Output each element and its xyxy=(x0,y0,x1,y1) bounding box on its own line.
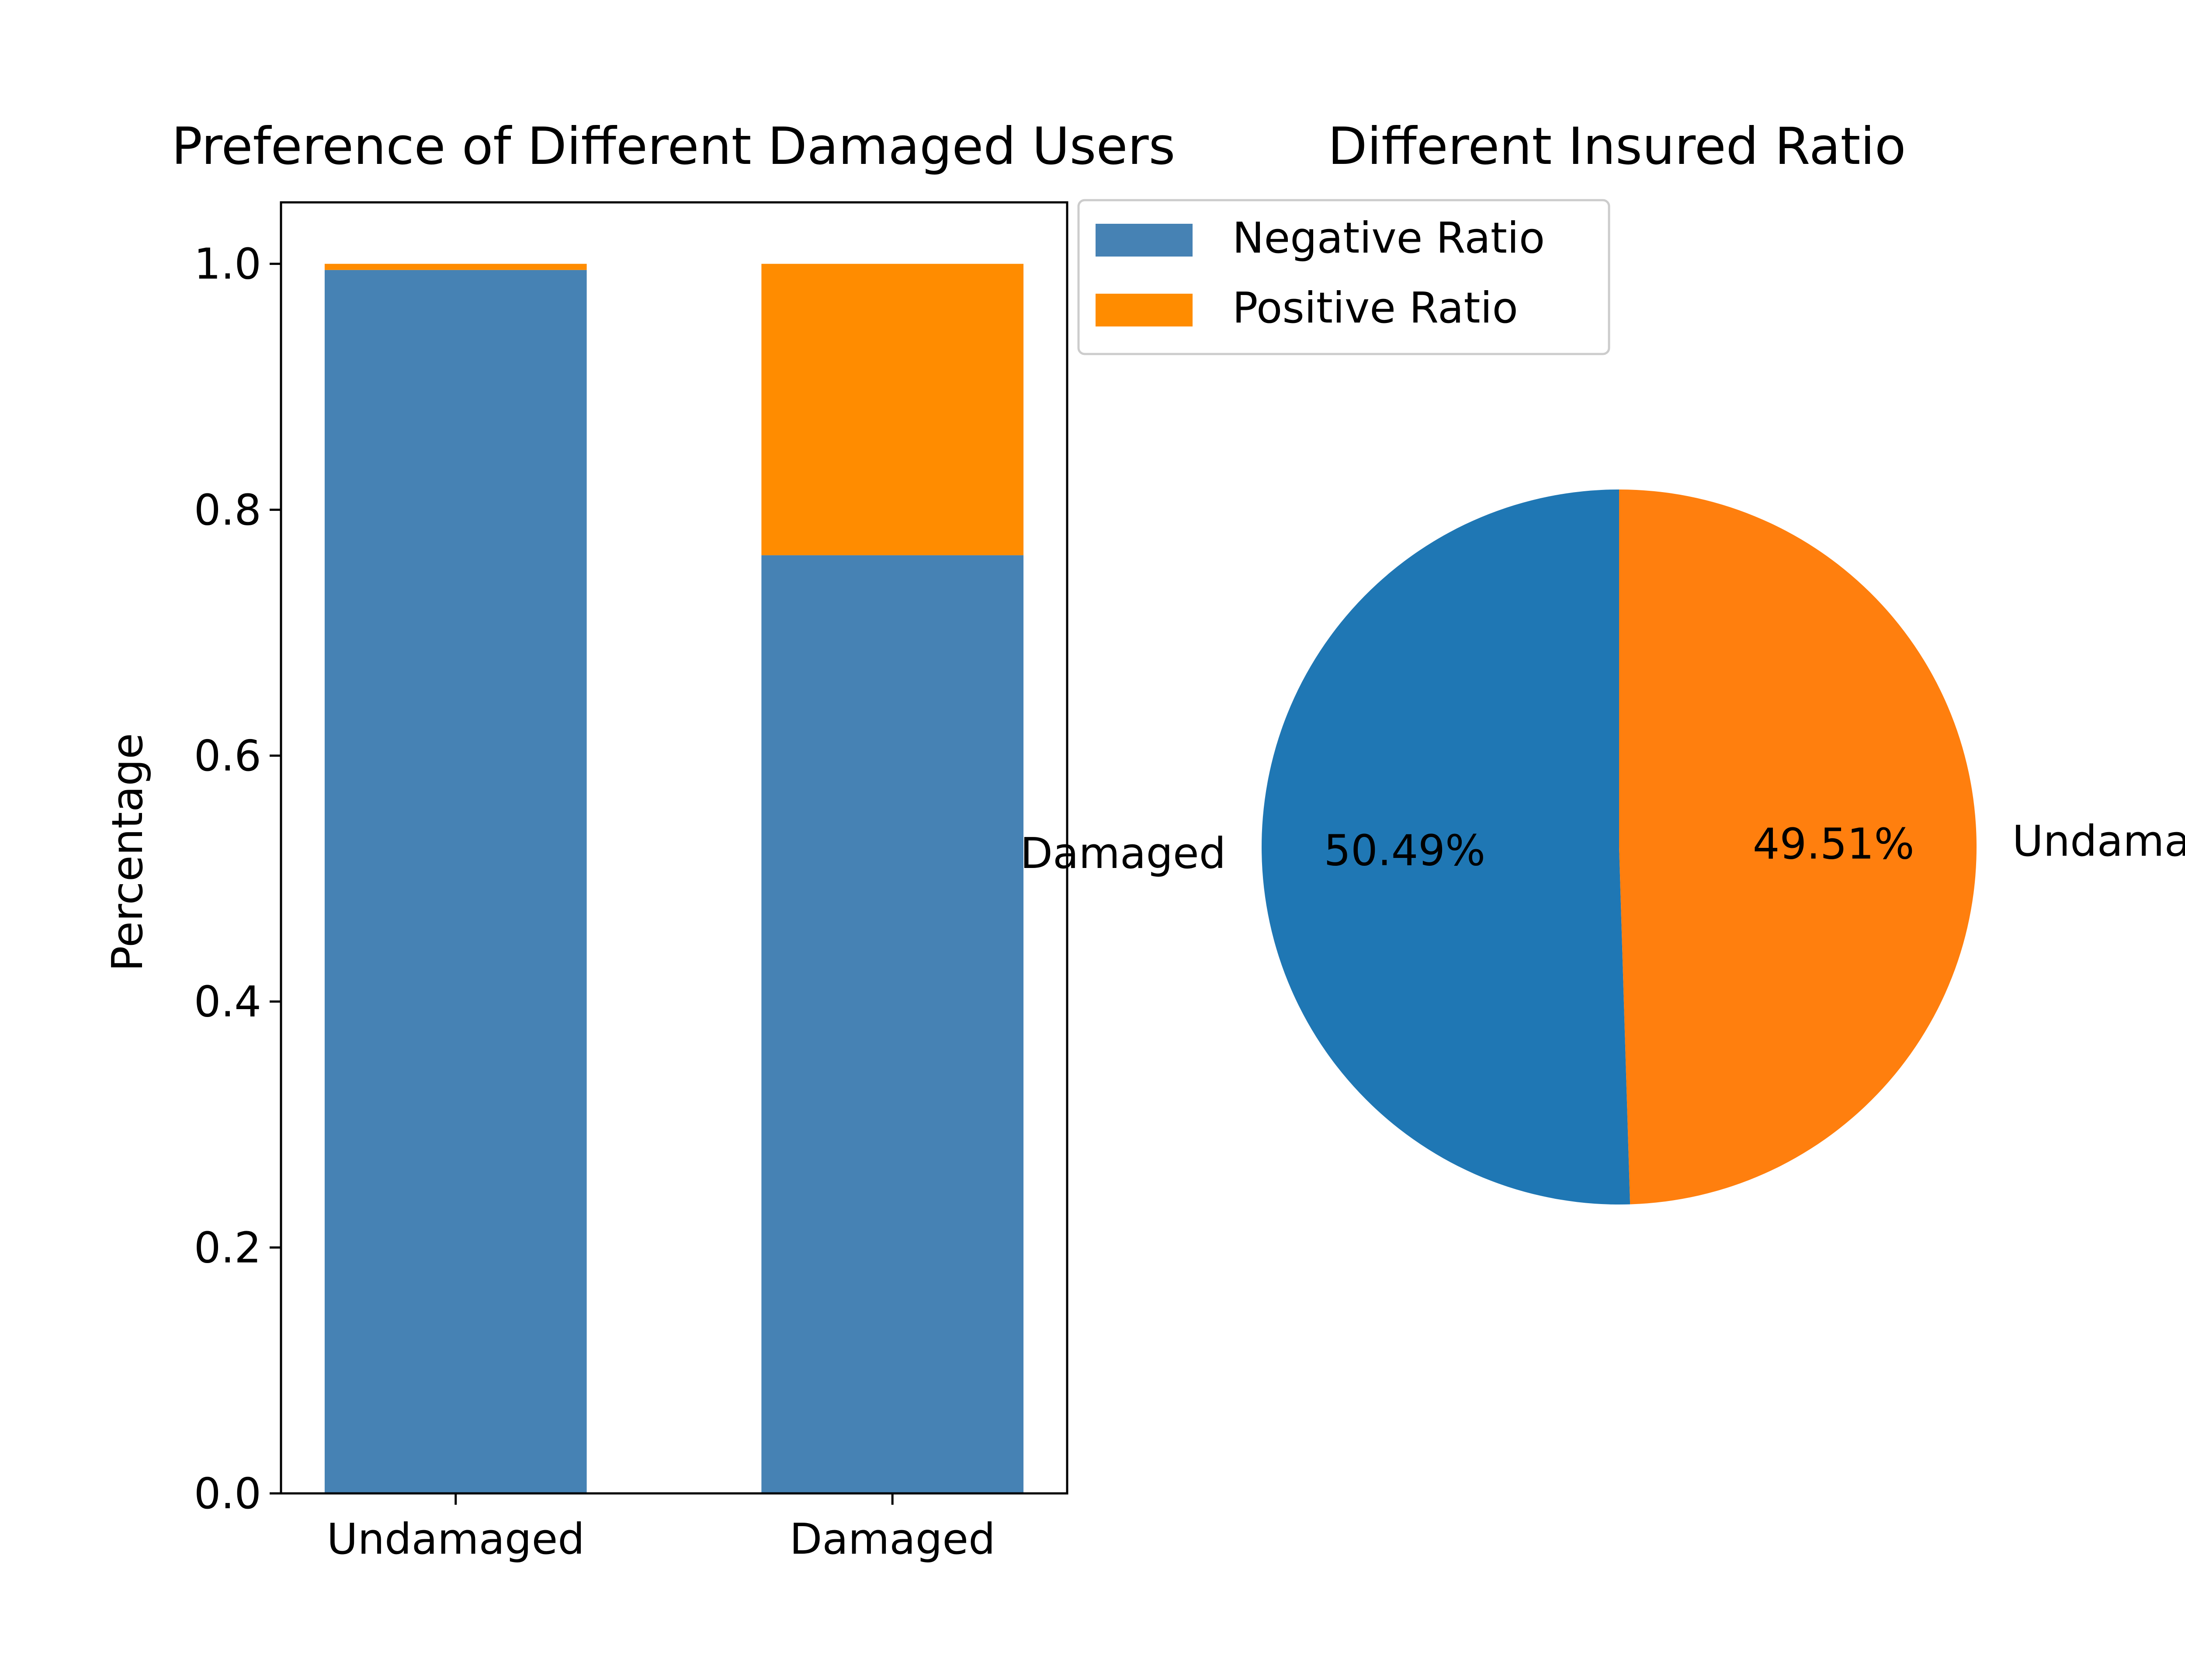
pie-percent-label-damaged: 50.49% xyxy=(1324,826,1485,875)
pie-chart-title: Different Insured Ratio xyxy=(1328,116,1906,176)
bar-negative-ratio-damaged xyxy=(761,555,1024,1493)
x-tick-label-damaged: Damaged xyxy=(790,1514,995,1564)
pie-category-label-undamaged: Undamaged xyxy=(2012,816,2185,866)
y-axis-label: Percentage xyxy=(103,733,152,972)
legend: Negative Ratio Positive Ratio xyxy=(1077,199,1610,355)
pie-percent-label-undamaged: 49.51% xyxy=(1753,819,1914,868)
pie-slices xyxy=(1262,489,1977,1204)
bar-plot-frame xyxy=(280,201,1068,1495)
y-tick-label: 0.8 xyxy=(194,485,261,535)
y-tick-label: 0.4 xyxy=(194,977,261,1027)
legend-frame xyxy=(1077,199,1610,355)
pie-category-label-damaged: Damaged xyxy=(1020,829,1226,878)
stacked-bar-chart: Preference of Different Damaged Users 0.… xyxy=(103,116,1610,1564)
y-tick-label: 0.6 xyxy=(194,731,261,781)
legend-label-negative: Negative Ratio xyxy=(1232,213,1545,263)
pie-slice-undamaged xyxy=(1619,489,1977,1204)
x-tick-label-undamaged: Undamaged xyxy=(327,1514,585,1564)
bar-positive-ratio-undamaged xyxy=(324,264,587,270)
x-axis-ticks: Undamaged Damaged xyxy=(327,1493,995,1564)
pie-slice-damaged xyxy=(1262,489,1630,1204)
y-tick-label: 0.0 xyxy=(194,1469,261,1518)
pie-labels: 50.49% Damaged 49.51% Undamaged xyxy=(1020,816,2185,878)
legend-swatch-positive xyxy=(1096,294,1193,326)
bar-chart-title: Preference of Different Damaged Users xyxy=(171,116,1175,176)
y-tick-label: 0.2 xyxy=(194,1223,261,1272)
y-axis-ticks: 0.0 0.2 0.4 0.6 0.8 1.0 xyxy=(194,240,281,1518)
legend-swatch-negative xyxy=(1096,224,1193,257)
bar-negative-ratio-undamaged xyxy=(324,270,587,1493)
pie-chart: Different Insured Ratio 50.49% Damaged 49.… xyxy=(1020,116,2185,1204)
legend-label-positive: Positive Ratio xyxy=(1232,283,1518,333)
bar-positive-ratio-damaged xyxy=(761,264,1024,555)
y-tick-label: 1.0 xyxy=(194,240,261,289)
bar-marks xyxy=(324,264,1024,1493)
